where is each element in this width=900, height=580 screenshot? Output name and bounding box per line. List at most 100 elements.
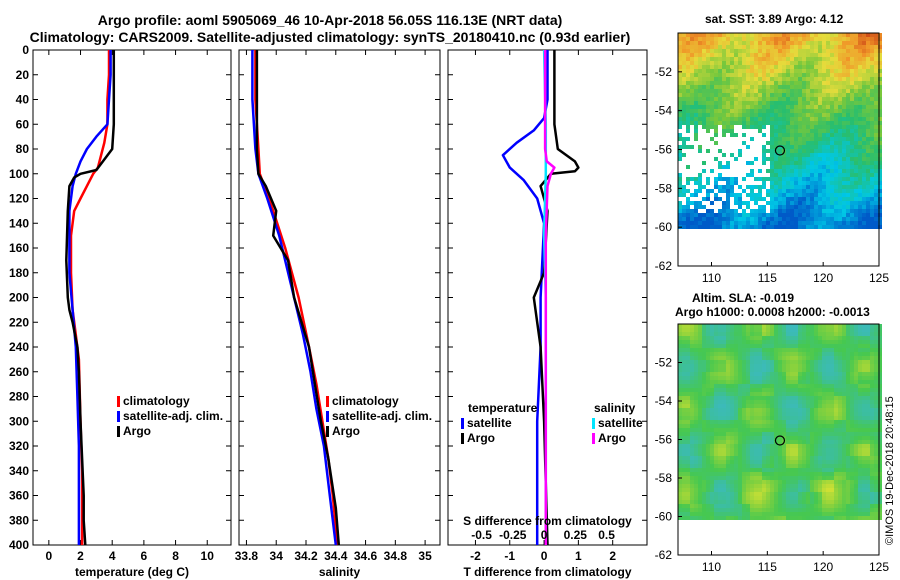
map-cell <box>806 153 810 157</box>
map-cell <box>710 197 714 201</box>
map-cell <box>810 404 814 408</box>
map-cell <box>694 404 698 408</box>
map-cell <box>694 41 698 45</box>
map-cell <box>722 432 726 436</box>
map-cell <box>834 484 838 488</box>
map-cell <box>682 448 686 452</box>
map-cell <box>846 33 850 37</box>
map-cell <box>726 213 730 217</box>
map-cell <box>858 53 862 57</box>
map-cell <box>686 85 690 89</box>
map-cell <box>714 344 718 348</box>
map-cell <box>686 484 690 488</box>
map-cell <box>722 169 726 173</box>
map-cell <box>798 396 802 400</box>
map-cell <box>754 125 758 129</box>
map-cell <box>714 209 718 213</box>
map-cell <box>734 440 738 444</box>
map-cell <box>834 436 838 440</box>
map-cell <box>714 368 718 372</box>
map-cell <box>822 492 826 496</box>
map-cell <box>802 129 806 133</box>
map-cell <box>770 109 774 113</box>
map-cell <box>730 348 734 352</box>
map-cell <box>802 336 806 340</box>
map-cell <box>854 129 858 133</box>
map-cell <box>774 428 778 432</box>
map-cell <box>678 117 682 121</box>
map-cell <box>754 165 758 169</box>
map-cell <box>742 57 746 61</box>
map-cell <box>742 352 746 356</box>
map-cell <box>782 472 786 476</box>
map-cell <box>806 348 810 352</box>
map-cell <box>822 217 826 221</box>
map-cell <box>834 85 838 89</box>
map-cell <box>718 328 722 332</box>
map-cell <box>810 396 814 400</box>
map-cell <box>846 53 850 57</box>
map-cell <box>678 424 682 428</box>
map-cell <box>694 432 698 436</box>
map-cell <box>878 137 882 141</box>
map-cell <box>806 452 810 456</box>
map-cell <box>834 137 838 141</box>
map-cell <box>726 225 730 229</box>
map-cell <box>782 109 786 113</box>
map-cell <box>766 149 770 153</box>
map-cell <box>810 173 814 177</box>
map-cell <box>734 456 738 460</box>
map-cell <box>762 340 766 344</box>
map-cell <box>706 464 710 468</box>
map-cell <box>790 33 794 37</box>
map-cell <box>702 444 706 448</box>
map-cell <box>702 436 706 440</box>
map-cell <box>742 77 746 81</box>
sla-map-subtitle: Argo h1000: 0.0008 h2000: -0.0013 <box>675 305 870 319</box>
map-cell <box>750 93 754 97</box>
map-cell <box>786 440 790 444</box>
map-cell <box>706 217 710 221</box>
map-cell <box>850 105 854 109</box>
map-cell <box>734 153 738 157</box>
map-cell <box>874 137 878 141</box>
map-cell <box>854 213 858 217</box>
map-cell <box>854 49 858 53</box>
map-cell <box>834 456 838 460</box>
map-cell <box>798 161 802 165</box>
map-cell <box>874 332 878 336</box>
map-cell <box>766 65 770 69</box>
map-cell <box>782 468 786 472</box>
map-cell <box>826 141 830 145</box>
map-cell <box>810 205 814 209</box>
map-cell <box>718 149 722 153</box>
map-cell <box>870 77 874 81</box>
map-cell <box>850 344 854 348</box>
map-cell <box>798 484 802 488</box>
map-cell <box>754 392 758 396</box>
map-cell <box>798 117 802 121</box>
map-cell <box>682 408 686 412</box>
map-cell <box>730 117 734 121</box>
map-cell <box>862 221 866 225</box>
map-cell <box>818 460 822 464</box>
map-cell <box>726 193 730 197</box>
map-cell <box>806 444 810 448</box>
map-cell <box>842 340 846 344</box>
map-cell <box>822 165 826 169</box>
map-cell <box>738 117 742 121</box>
map-cell <box>742 33 746 37</box>
map-cell <box>778 57 782 61</box>
map-cell <box>810 57 814 61</box>
map-cell <box>810 392 814 396</box>
map-cell <box>810 181 814 185</box>
map-cell <box>798 85 802 89</box>
map-cell <box>870 33 874 37</box>
x-tick-label: 0 <box>541 549 548 563</box>
y-tick-label: 200 <box>9 291 29 305</box>
map-cell <box>738 332 742 336</box>
map-cell <box>730 133 734 137</box>
map-cell <box>870 221 874 225</box>
map-cell <box>854 177 858 181</box>
map-cell <box>838 412 842 416</box>
